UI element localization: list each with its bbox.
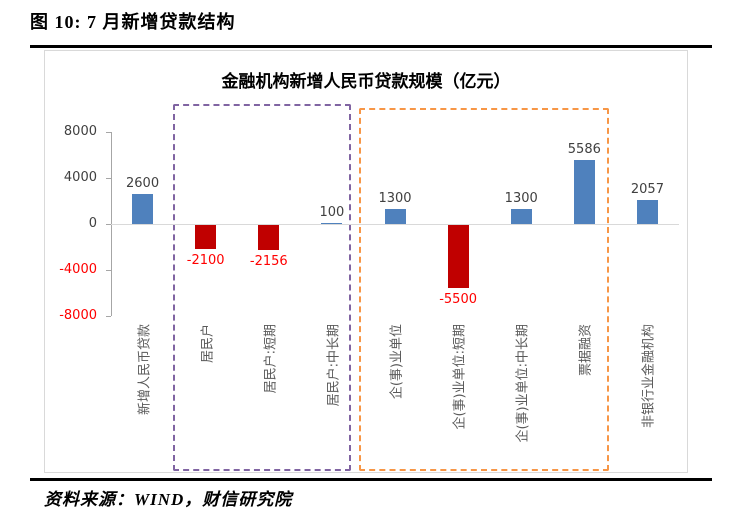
x-axis-label: 企(事)业单位:中长期	[515, 324, 531, 443]
corporate-loans-group-box	[359, 108, 609, 471]
value-label: 2600	[126, 176, 160, 191]
x-axis-label: 居民户	[200, 324, 216, 364]
zero-gridline	[111, 224, 679, 225]
bottom-rule	[30, 478, 712, 481]
chart-title: 金融机构新增人民币贷款规模（亿元）	[221, 72, 511, 92]
y-tick	[106, 132, 111, 133]
bar	[384, 209, 406, 224]
y-tick-label: -8000	[59, 308, 97, 323]
x-axis-label: 非银行业金融机构	[641, 324, 657, 429]
x-axis-label: 居民户:短期	[263, 324, 279, 394]
y-tick-label: -4000	[59, 262, 97, 277]
y-tick	[106, 224, 111, 225]
value-label: 2057	[630, 182, 664, 197]
y-tick	[106, 316, 111, 317]
bar	[447, 225, 469, 288]
value-label: -5500	[439, 292, 477, 307]
chart: 金融机构新增人民币贷款规模（亿元） 8000 4000 0 -4000 -8000 260…	[44, 50, 688, 473]
bar	[132, 194, 154, 224]
household-loans-group-box	[173, 104, 351, 471]
plot-area: 8000 4000 0 -4000 -8000 2600 新增人民币贷款 -2100 居民户 -2…	[45, 51, 687, 472]
y-tick-label: 8000	[63, 124, 97, 139]
value-label: 100	[319, 205, 345, 220]
y-tick-label: 4000	[63, 170, 97, 185]
value-label: -2156	[249, 254, 288, 269]
value-label: 1300	[378, 191, 412, 206]
bar	[195, 225, 217, 249]
value-label: -2100	[186, 253, 225, 268]
x-axis-label: 居民户:中长期	[326, 324, 342, 407]
top-rule	[30, 45, 712, 48]
bar	[258, 225, 280, 250]
bar	[321, 223, 343, 224]
bar	[573, 160, 595, 224]
bar	[636, 200, 658, 224]
figure-title: 图 10: 7 月新增贷款结构	[30, 12, 236, 32]
x-axis-label: 企(事)业单位	[389, 324, 405, 400]
y-tick-label: 0	[88, 216, 97, 231]
y-tick	[106, 270, 111, 271]
x-axis-label: 企(事)业单位:短期	[452, 324, 468, 430]
source-note: 资料来源：WIND，财信研究院	[44, 490, 293, 509]
x-axis-label: 新增人民币贷款	[137, 324, 153, 416]
y-tick	[106, 178, 111, 179]
value-label: 1300	[504, 191, 538, 206]
bar	[510, 209, 532, 224]
x-axis-label: 票据融资	[578, 324, 594, 377]
value-label: 5586	[567, 142, 601, 157]
